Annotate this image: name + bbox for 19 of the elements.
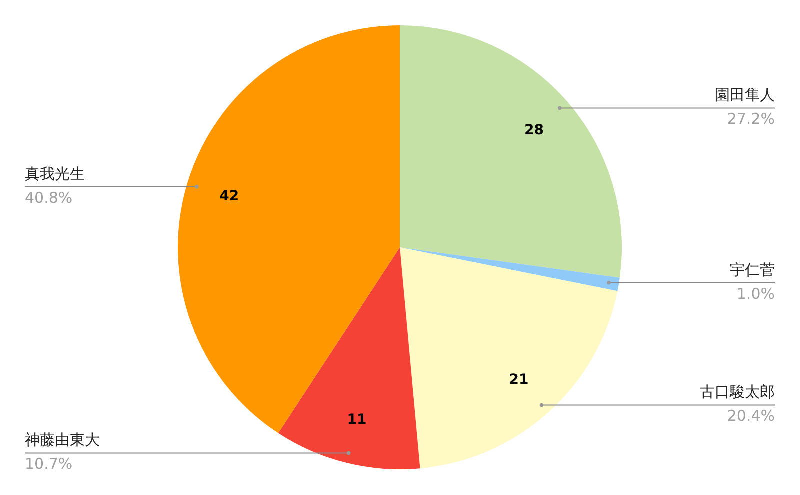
- text: 27.2%: [727, 110, 775, 128]
- data-label: 42: [220, 188, 240, 205]
- data-label: 28: [524, 122, 544, 139]
- pie-slice: [400, 248, 620, 292]
- slice-label: 神藤由東大: [25, 431, 100, 450]
- pie-slice: [278, 248, 420, 470]
- slice-label: 真我光生: [25, 164, 85, 183]
- text: 20.4%: [727, 407, 775, 426]
- pie-slice: [178, 26, 400, 434]
- data-label: 21: [509, 372, 529, 388]
- slice-label: 園田隼人: [715, 86, 775, 104]
- slice-label: 古口駿太郎: [700, 383, 775, 402]
- pie-slice: [400, 26, 622, 278]
- pie-slice: [400, 248, 618, 469]
- data-label: 11: [347, 412, 367, 428]
- text: 40.8%: [25, 188, 73, 207]
- text: 10.7%: [25, 455, 73, 474]
- slice-label: 宇仁菅: [730, 260, 775, 279]
- text: 1.0%: [736, 284, 775, 303]
